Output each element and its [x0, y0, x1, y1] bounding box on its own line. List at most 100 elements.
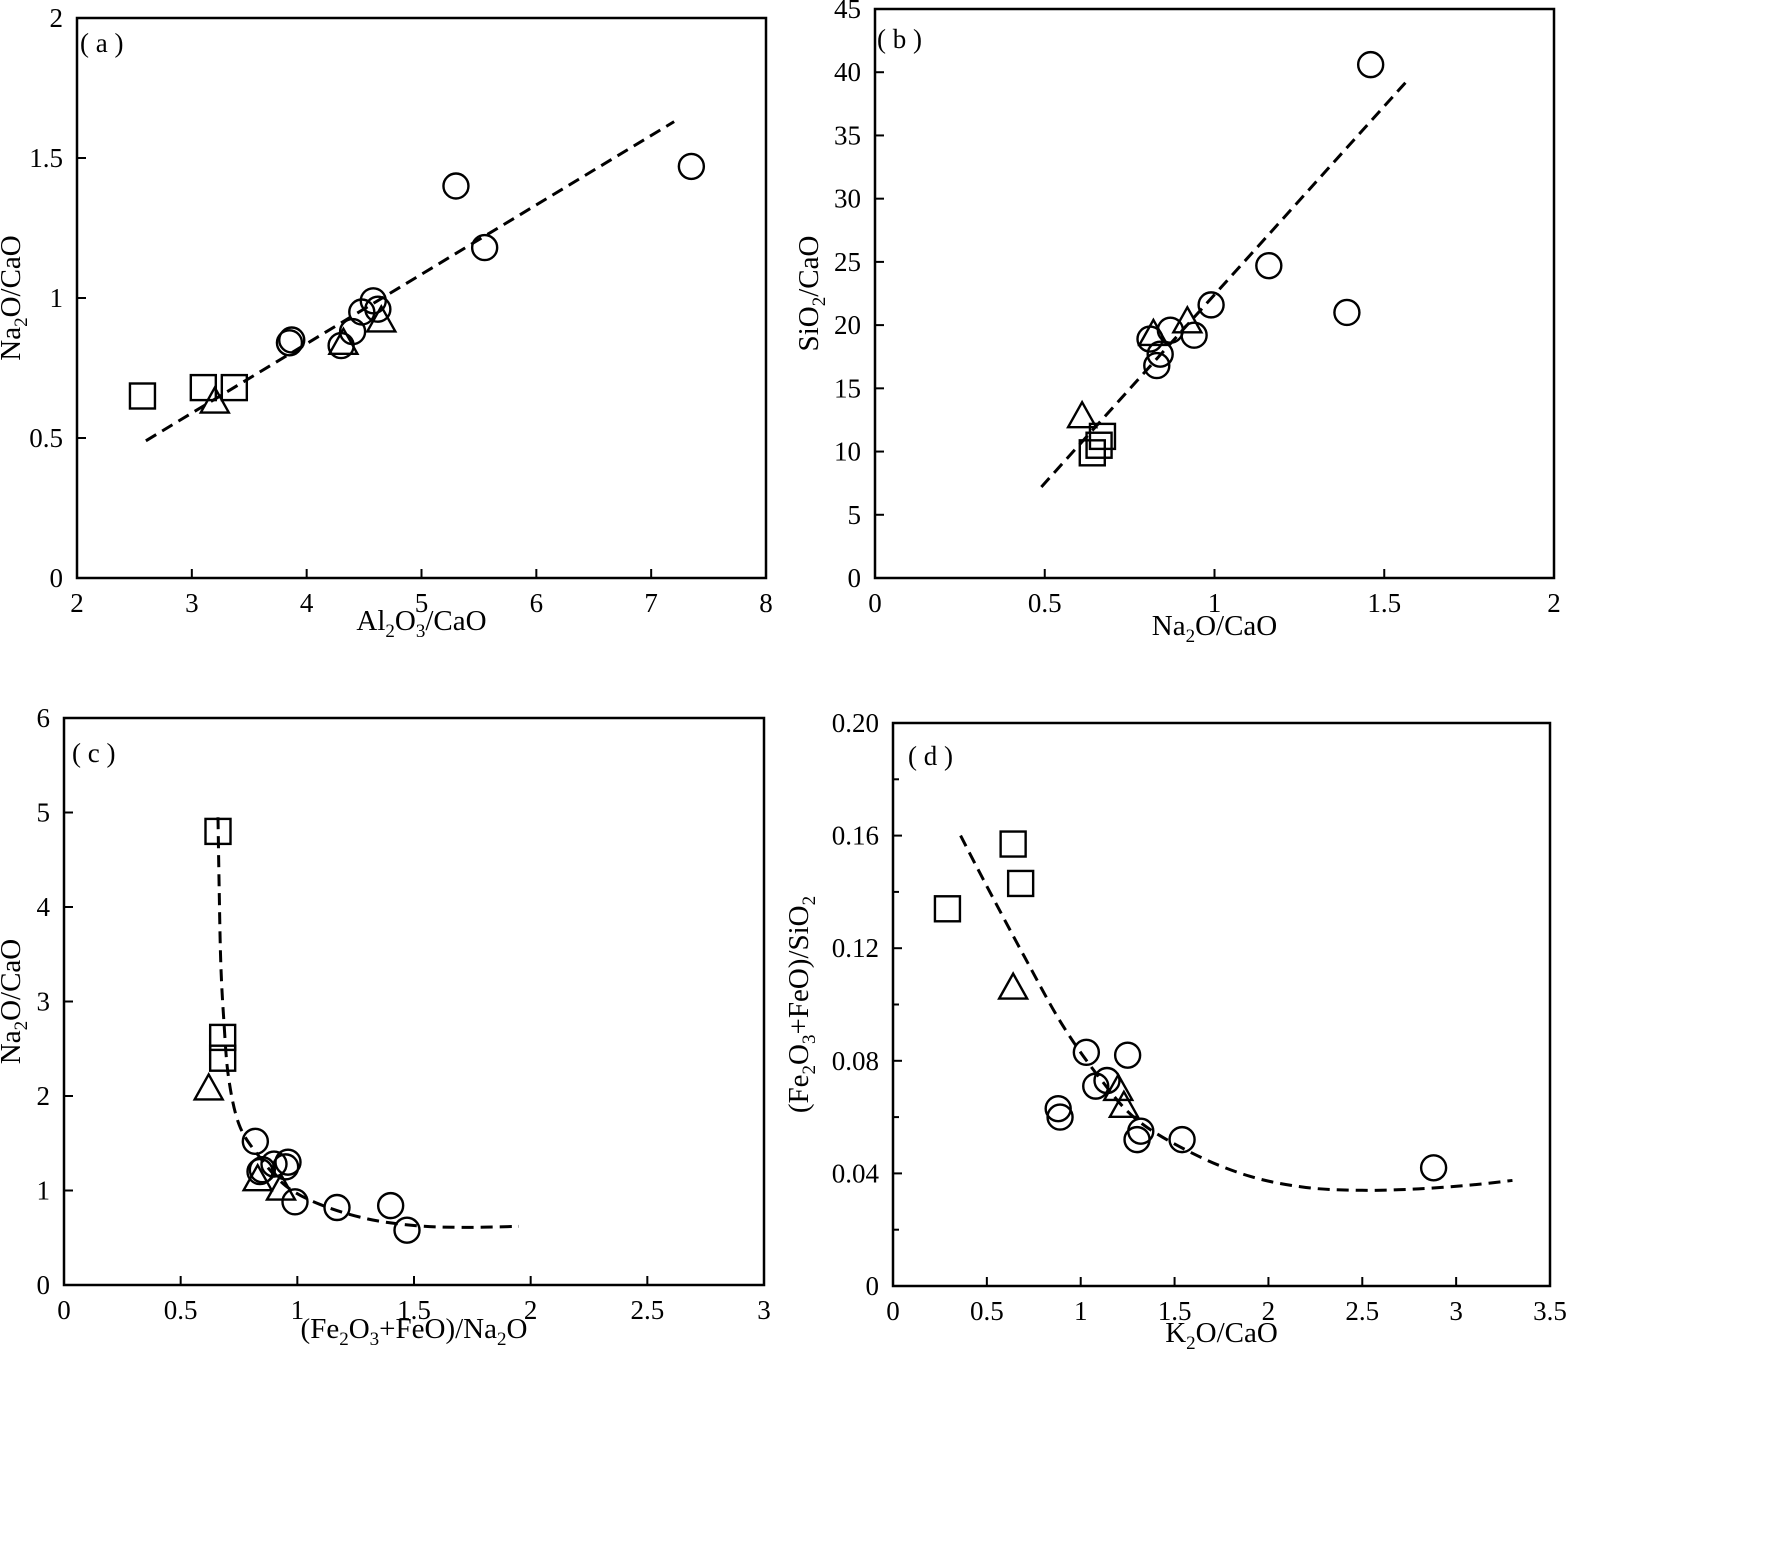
square-marker — [204, 817, 232, 846]
circle-marker — [1143, 351, 1171, 380]
circle-marker — [442, 172, 470, 200]
circle-marker — [1093, 1066, 1121, 1095]
y-axis-title: Na2​O/CaO — [0, 235, 32, 361]
triangle-marker — [327, 326, 360, 355]
triangle-marker — [241, 1162, 274, 1192]
circle-marker — [1255, 251, 1283, 280]
square-marker — [208, 1023, 237, 1052]
circle-marker — [470, 233, 499, 262]
circle-marker — [281, 1188, 309, 1216]
x-tick-label: 3 — [1449, 1296, 1463, 1326]
square-marker — [1088, 422, 1117, 451]
x-tick-label: 3 — [185, 588, 199, 618]
y-tick-label: 1.5 — [29, 143, 63, 173]
y-axis-title: (Fe2​O3​+FeO)/SiO2​ — [783, 896, 820, 1113]
circle-marker — [364, 295, 392, 323]
x-tick-label: 0 — [886, 1296, 900, 1326]
circle-marker — [1168, 1125, 1196, 1154]
x-tick-label: 0.5 — [164, 1295, 198, 1325]
circle-marker — [677, 152, 706, 181]
x-tick-label: 1 — [1074, 1296, 1088, 1326]
circle-marker — [275, 329, 304, 357]
y-tick-label: 4 — [37, 892, 51, 922]
circle-marker — [1072, 1038, 1101, 1067]
x-tick-label: 1.5 — [1367, 588, 1401, 618]
triangle-marker — [365, 303, 398, 333]
panel-b: 00.511.52051015202530354045Na2​O/CaOSiO2… — [793, 0, 1561, 647]
x-tick-label: 2.5 — [630, 1295, 664, 1325]
triangle-marker — [1171, 304, 1204, 334]
x-tick-label: 1 — [1208, 588, 1222, 618]
circle-marker — [241, 1127, 270, 1156]
y-tick-label: 40 — [834, 57, 861, 87]
y-tick-label: 5 — [37, 798, 51, 828]
x-tick-label: 0 — [57, 1295, 71, 1325]
x-tick-label: 4 — [300, 588, 314, 618]
trend-line — [1040, 78, 1410, 488]
square-marker — [128, 382, 157, 410]
panel-label: ( b ) — [877, 24, 922, 54]
x-tick-label: 2 — [524, 1295, 538, 1325]
circle-marker — [278, 326, 306, 354]
circle-marker — [1127, 1117, 1155, 1145]
trend-line — [959, 834, 1513, 1192]
circle-marker — [246, 1157, 274, 1186]
x-axis-title: (Fe2​O3​+FeO)/Na2​O — [301, 1313, 528, 1350]
triangle-marker — [264, 1172, 298, 1201]
x-tick-label: 2 — [1547, 588, 1561, 618]
y-tick-label: 0 — [50, 563, 64, 593]
y-tick-label: 20 — [834, 310, 861, 340]
y-tick-label: 1 — [50, 283, 64, 313]
circle-marker — [323, 1193, 351, 1222]
x-axis-title: Al2​O3​/CaO — [356, 605, 486, 642]
x-axis-title: Na2​O/CaO — [1152, 610, 1278, 647]
y-tick-label: 2 — [50, 3, 64, 33]
triangle-marker — [192, 1071, 225, 1101]
x-tick-label: 3.5 — [1533, 1296, 1567, 1326]
square-marker — [933, 895, 962, 923]
circle-marker — [260, 1150, 288, 1178]
panel-label: ( c ) — [72, 738, 115, 768]
x-axis-title: K2​O/CaO — [1165, 1317, 1278, 1354]
x-tick-label: 1.5 — [397, 1295, 431, 1325]
y-tick-label: 0.04 — [832, 1158, 880, 1188]
circle-marker — [1356, 50, 1385, 79]
y-tick-label: 0.08 — [832, 1046, 879, 1076]
x-tick-label: 0.5 — [1028, 588, 1062, 618]
square-marker — [208, 1044, 237, 1072]
y-tick-label: 35 — [834, 120, 861, 150]
x-tick-label: 1.5 — [1158, 1296, 1192, 1326]
y-tick-label: 25 — [834, 247, 861, 277]
x-tick-label: 7 — [644, 588, 658, 618]
panel-a: 2 3 4 5 6 7 8 0 0.5 1 1.5 2 Al2​O3​/CaO Na2​O/CaO ( a … — [0, 3, 773, 642]
circle-marker — [1146, 340, 1174, 368]
x-tick-label: 5 — [415, 588, 429, 618]
trend-line — [145, 120, 675, 443]
y-tick-label: 0.5 — [29, 423, 63, 453]
y-tick-label: 0.12 — [832, 933, 879, 963]
y-tick-label: 5 — [848, 500, 862, 530]
circle-marker — [1333, 298, 1361, 327]
square-marker — [999, 830, 1027, 858]
panel-label: ( a ) — [80, 28, 123, 58]
circle-marker — [1113, 1041, 1142, 1069]
triangle-marker — [997, 971, 1030, 1000]
circle-marker — [1046, 1103, 1074, 1131]
y-axis-title: Na2​O/CaO — [0, 939, 32, 1065]
x-tick-label: 1 — [291, 1295, 305, 1325]
y-tick-label: 6 — [37, 703, 51, 733]
y-tick-label: 3 — [37, 987, 51, 1017]
x-tick-label: 0 — [868, 588, 882, 618]
panel-label: ( d ) — [908, 741, 953, 771]
circle-marker — [1180, 321, 1208, 349]
circle-marker — [271, 1153, 300, 1181]
circle-marker — [1419, 1154, 1448, 1182]
y-tick-label: 0 — [37, 1270, 51, 1300]
y-tick-label: 0 — [866, 1271, 880, 1301]
square-marker — [1078, 439, 1106, 467]
circle-marker — [274, 1148, 302, 1176]
circle-marker — [376, 1191, 405, 1220]
circle-marker — [1197, 291, 1225, 319]
y-tick-label: 30 — [834, 184, 861, 214]
